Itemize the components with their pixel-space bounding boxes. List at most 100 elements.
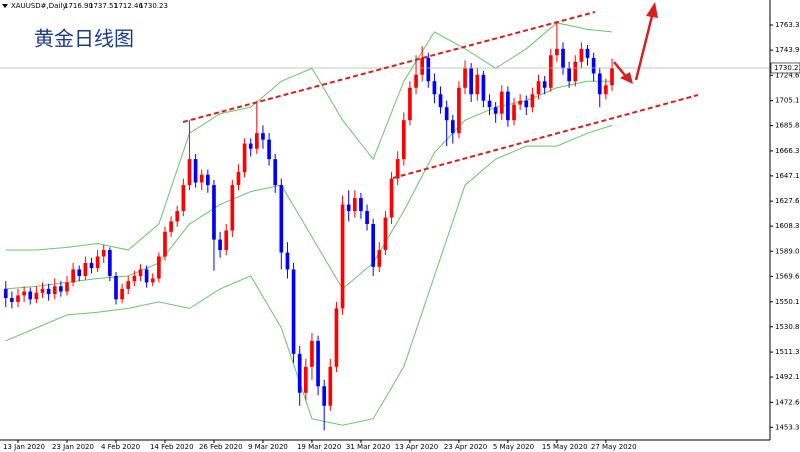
candle-body — [389, 178, 394, 218]
candle-body — [28, 291, 33, 300]
candle-body — [518, 100, 522, 105]
candle-body — [279, 185, 284, 253]
y-tick-label: 1666.35 — [775, 147, 800, 155]
y-tick-label: 1724.60 — [775, 71, 800, 79]
candle-body — [285, 252, 290, 270]
y-tick-label: 1453.35 — [775, 423, 800, 431]
candle-body — [163, 231, 167, 257]
candle-body — [132, 275, 137, 282]
candle-body — [346, 204, 351, 212]
candle-body — [46, 288, 51, 295]
header-high: 1737.51 — [89, 2, 118, 10]
x-tick-label: 13 Jan 2020 — [3, 443, 45, 451]
y-tick-label: 1569.60 — [775, 272, 800, 280]
candle-body — [212, 185, 216, 240]
y-tick-label: 1550.10 — [775, 298, 800, 306]
x-tick-label: 27 May 2020 — [591, 443, 637, 451]
symbol: XAUUSD#,Daily — [11, 2, 66, 10]
candle-body — [52, 286, 57, 295]
candle-body — [291, 269, 296, 354]
candle-body — [487, 100, 492, 108]
y-tick-label: 1705.10 — [775, 97, 800, 105]
candle-body — [579, 48, 584, 62]
y-tick-label: 1492.10 — [775, 373, 800, 381]
candle-body — [181, 185, 186, 212]
candle-body — [530, 94, 535, 108]
price-label: 1730.23 — [774, 64, 800, 72]
candle-body — [408, 87, 412, 121]
bollinger-band — [5, 80, 613, 290]
candle-body — [475, 74, 480, 95]
y-tick-label: 1589.00 — [775, 247, 800, 255]
bollinger-band — [5, 124, 613, 426]
x-tick-label: 23 Jan 2020 — [52, 443, 94, 451]
candle-body — [352, 198, 357, 212]
candle-body — [218, 239, 222, 250]
candle-body — [469, 68, 473, 95]
candle-body — [542, 81, 547, 88]
candle-body — [95, 256, 100, 269]
candle-body — [567, 68, 571, 82]
candle-body — [261, 133, 265, 140]
candle-body — [316, 340, 320, 387]
candle-body — [65, 282, 69, 292]
candle-body — [108, 249, 112, 276]
candle-body — [371, 224, 376, 267]
chart-title: 黄金日线图 — [34, 27, 134, 51]
candle-body — [426, 57, 431, 82]
candle-body — [536, 81, 541, 95]
candle-body — [444, 107, 449, 121]
candle-body — [101, 249, 106, 257]
candle-body — [597, 73, 602, 95]
candle-body — [267, 139, 271, 160]
candle-body — [585, 48, 590, 58]
arrow-up-head — [646, 2, 658, 18]
candle-body — [591, 57, 596, 74]
channel-upper — [182, 11, 596, 123]
price-label-box — [770, 62, 800, 74]
y-tick-label: 1685.85 — [775, 122, 800, 130]
candle-body — [236, 172, 241, 186]
x-tick-label: 5 May 2020 — [493, 443, 534, 451]
candle-body — [71, 269, 75, 283]
candle-body — [463, 68, 467, 88]
y-tick-label: 1511.35 — [775, 348, 800, 356]
candle-body — [604, 85, 608, 95]
x-tick-label: 19 Mar 2020 — [297, 443, 341, 451]
header-close: 1730.23 — [139, 2, 168, 10]
candle-body — [175, 211, 180, 222]
header-low: 1712.46 — [114, 2, 143, 10]
x-tick-label: 13 Apr 2020 — [395, 443, 438, 451]
candle-body — [548, 55, 553, 88]
candle-body — [334, 308, 339, 367]
x-tick-label: 26 Feb 2020 — [199, 443, 243, 451]
y-tick-label: 1472.60 — [775, 398, 800, 406]
candle-body — [561, 48, 565, 69]
menu-triangle — [2, 4, 8, 8]
channel-lower — [392, 94, 699, 179]
candle-body — [150, 278, 155, 283]
candle-body — [230, 185, 235, 231]
candle-body — [383, 217, 388, 250]
candle-body — [3, 288, 8, 299]
candle-body — [395, 159, 400, 179]
y-tick-label: 1647.10 — [775, 172, 800, 180]
candle-body — [89, 262, 94, 269]
candle-body — [297, 353, 302, 393]
candle-body — [126, 281, 131, 289]
candle-body — [138, 269, 143, 276]
candle-body — [506, 91, 510, 121]
candle-body — [512, 104, 516, 121]
candle-body — [114, 275, 118, 300]
candle-body — [22, 291, 26, 296]
candle-body — [254, 133, 259, 149]
candle-body — [322, 386, 327, 406]
candle-body — [224, 230, 229, 250]
candle-body — [187, 159, 192, 186]
plot-area — [0, 22, 770, 431]
candle-body — [365, 211, 369, 225]
candle-body — [206, 174, 210, 186]
candle-body — [310, 340, 314, 367]
candle-body — [401, 120, 406, 160]
y-tick-label: 1743.95 — [775, 46, 800, 54]
